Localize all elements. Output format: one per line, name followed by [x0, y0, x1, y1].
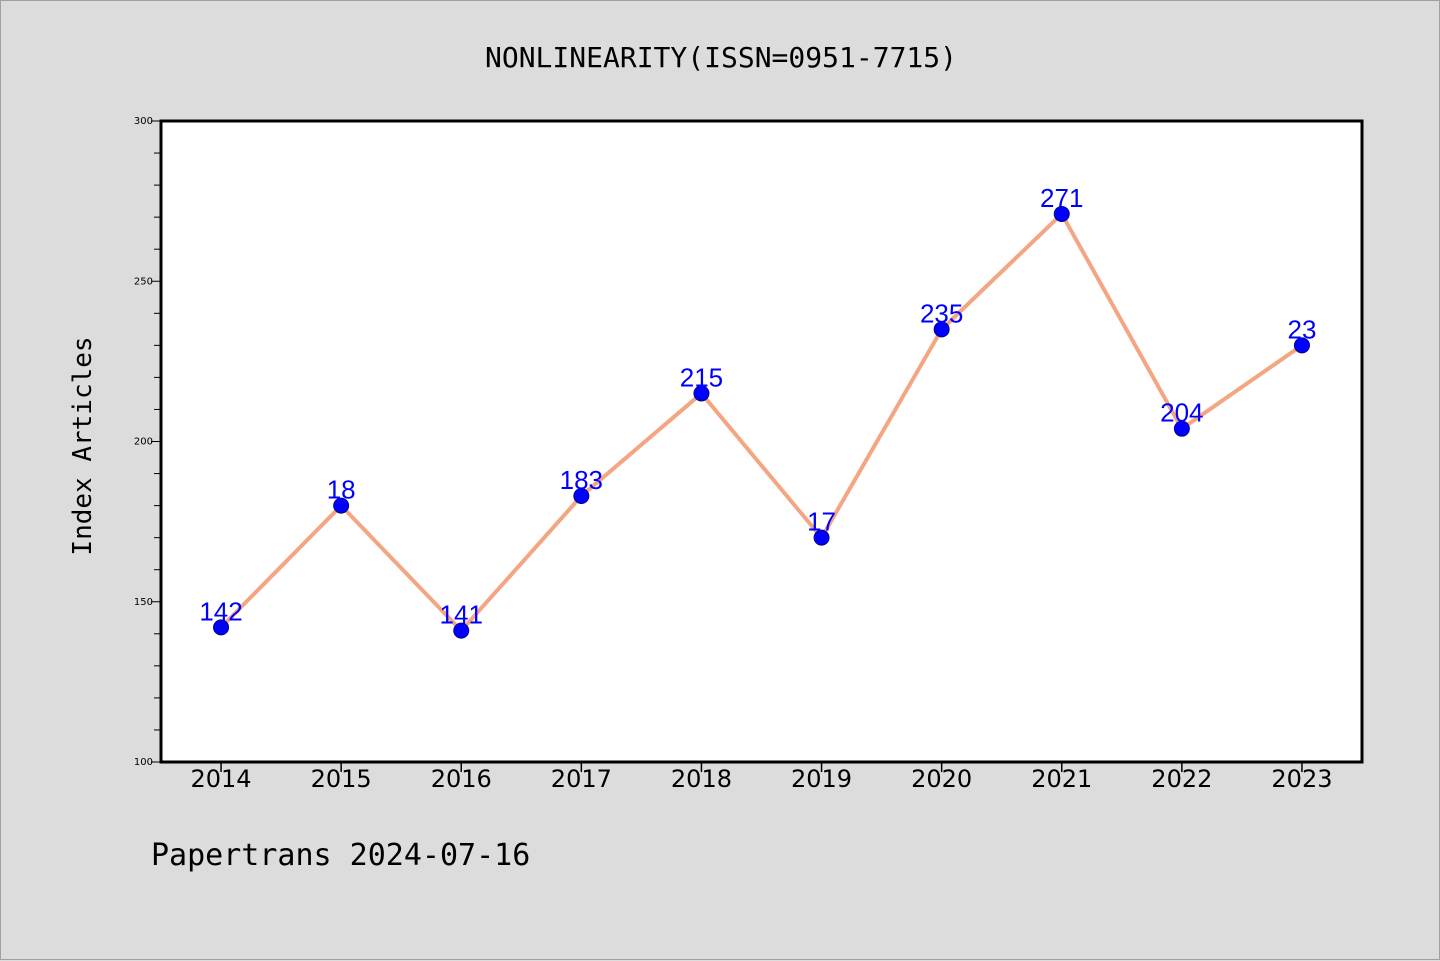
data-labels-group: 142 18 141 183 215 17 235 271 204 23 — [199, 183, 1316, 630]
x-tick-label: 2023 — [1271, 765, 1332, 793]
y-tick-label: 150 — [134, 597, 153, 608]
x-tick-label: 2019 — [791, 765, 852, 793]
data-label: 183 — [560, 465, 603, 495]
y-tick-label: 200 — [134, 437, 153, 448]
data-point — [573, 487, 590, 504]
data-label: 18 — [327, 475, 356, 505]
data-point — [933, 321, 950, 338]
data-point — [813, 529, 830, 546]
markers-group — [213, 205, 1310, 639]
x-tick-label: 2016 — [431, 765, 492, 793]
y-tick-label: 250 — [134, 276, 153, 287]
data-label: 204 — [1160, 398, 1203, 428]
data-point — [1173, 420, 1190, 437]
data-point — [453, 622, 470, 639]
y-tick-label: 300 — [134, 116, 153, 127]
data-label: 17 — [807, 507, 836, 537]
data-point — [213, 619, 230, 636]
y-axis: 100 150 200 250 300 — [134, 116, 161, 768]
y-axis-label: Index Articles — [68, 336, 98, 555]
x-axis: 2014 2015 2016 2017 2018 2019 2020 2021 2022 2023 — [191, 762, 1332, 793]
data-label: 271 — [1040, 183, 1083, 213]
data-point — [1293, 337, 1310, 354]
x-tick-label: 2018 — [671, 765, 732, 793]
series-line — [219, 211, 1304, 633]
x-tick-label: 2022 — [1151, 765, 1212, 793]
y-tick-label: 100 — [134, 757, 153, 768]
data-label: 215 — [680, 362, 723, 392]
data-point — [1053, 205, 1070, 222]
x-tick-label: 2017 — [551, 765, 612, 793]
data-label: 141 — [440, 600, 483, 630]
plot-area — [159, 119, 1364, 764]
x-tick-label: 2020 — [911, 765, 972, 793]
footer-source: Papertrans 2024-07-16 — [151, 838, 530, 873]
data-label: 23 — [1287, 314, 1316, 344]
x-tick-label: 2014 — [191, 765, 252, 793]
data-point — [333, 497, 350, 514]
chart-title: NONLINEARITY(ISSN=0951-7715) — [485, 41, 957, 74]
x-tick-label: 2015 — [311, 765, 372, 793]
series-line-group — [219, 211, 1304, 633]
data-label: 142 — [199, 596, 242, 626]
x-tick-label: 2021 — [1031, 765, 1092, 793]
data-label: 235 — [920, 298, 963, 328]
data-point — [693, 385, 710, 402]
